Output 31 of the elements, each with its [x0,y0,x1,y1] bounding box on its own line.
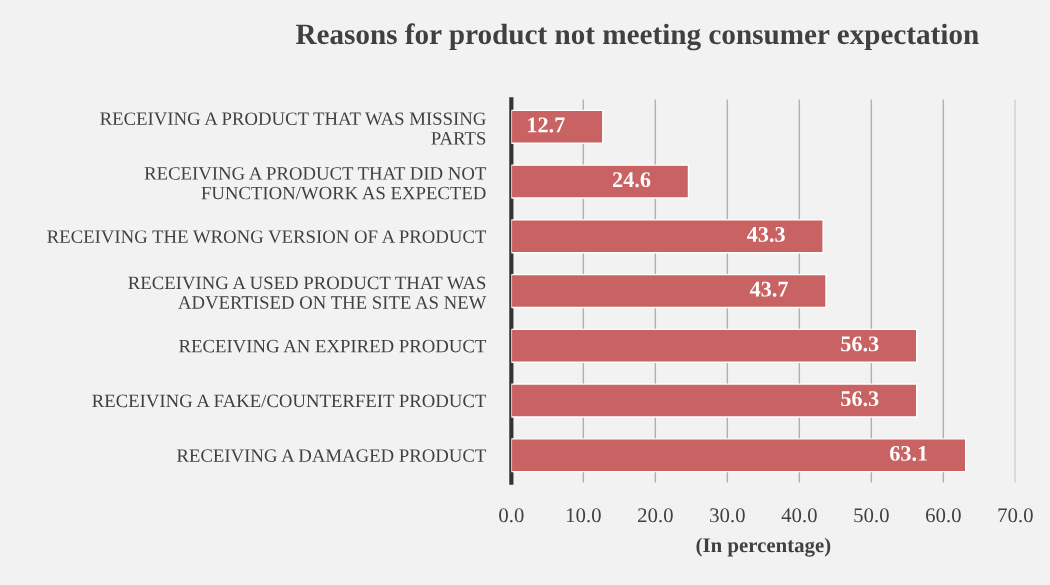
x-tick-label: 0.0 [499,508,524,523]
y-tick-label: RECEIVING A PRODUCT THAT WAS MISSING PARTS [100,112,486,145]
data-label: 56.3 [841,391,879,407]
y-tick-label: RECEIVING A PRODUCT THAT DID NOT FUNCTION/WORK AS EXPECTED [144,167,487,200]
x-tick-label: 10.0 [566,508,601,523]
bar [511,328,918,363]
data-label: 43.7 [749,281,788,297]
x-tick-label: 20.0 [638,508,673,523]
y-tick-label: RECEIVING THE WRONG VERSION OF A PRODUCT [47,230,487,244]
bar [511,164,690,199]
data-label: 43.3 [747,226,785,242]
y-tick-label: RECEIVING A USED PRODUCT THAT WAS ADVERTISED ON THE SITE AS NEW [128,276,487,309]
data-label: 56.3 [841,336,879,352]
x-tick-label: 30.0 [710,508,745,523]
bar [511,109,604,144]
bar [511,219,824,254]
x-tick-label: 60.0 [926,508,961,523]
data-label: 12.7 [528,117,565,133]
y-tick-label: RECEIVING A FAKE/COUNTERFEIT PRODUCT [92,394,487,408]
y-tick-label: RECEIVING A DAMAGED PRODUCT [176,449,487,463]
data-label: 24.6 [613,172,651,188]
x-tick-label: 50.0 [854,508,889,523]
bar [511,383,918,418]
bar [511,438,967,473]
data-label: 63.1 [890,445,928,461]
chart-title: Reasons for product not meeting consumer expectation [295,23,979,51]
x-tick-label: 40.0 [781,508,817,523]
y-tick-label: RECEIVING AN EXPIRED PRODUCT [179,339,487,353]
x-axis-title: (In percentage) [696,537,831,557]
x-tick-label: 70.0 [998,508,1033,523]
bar [511,273,827,309]
